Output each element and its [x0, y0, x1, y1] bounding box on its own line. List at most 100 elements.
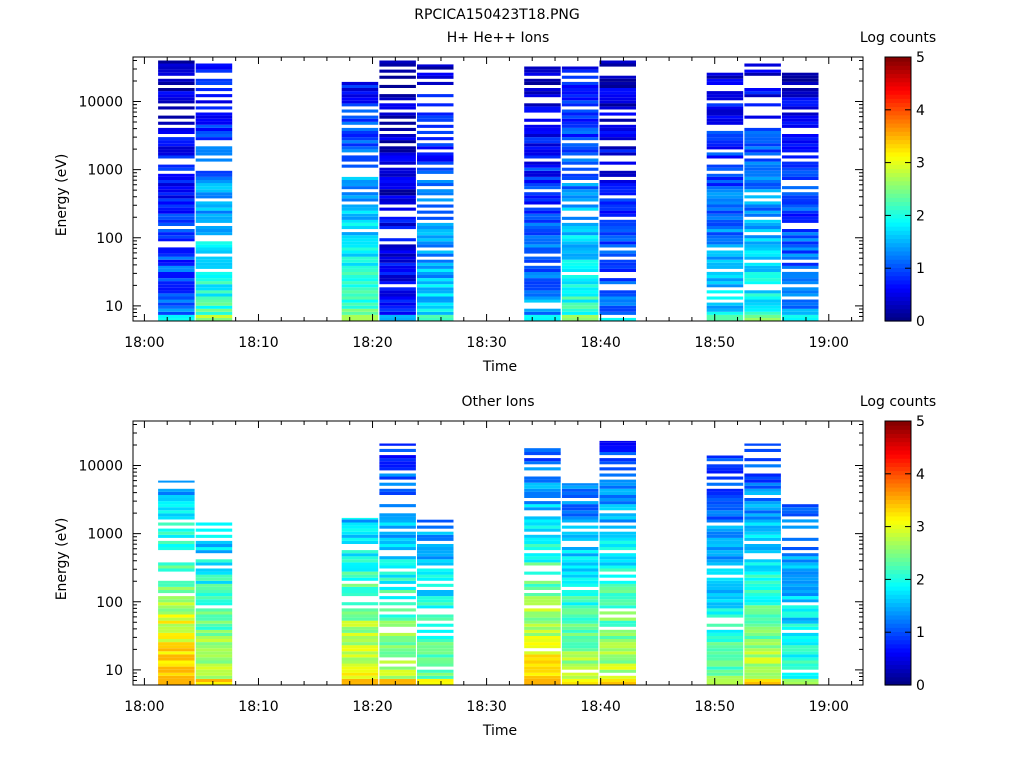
- spectrogram-bin: [744, 262, 781, 266]
- colorbar-segment: [885, 540, 911, 546]
- spectrogram-bin: [744, 608, 781, 612]
- spectrogram-bin: [158, 121, 195, 125]
- spectrogram-bin: [379, 596, 416, 600]
- spectrogram-bin: [158, 501, 195, 505]
- spectrogram-bin: [524, 314, 561, 318]
- spectrogram-bin: [524, 118, 561, 122]
- spectrogram-bin: [599, 675, 636, 679]
- spectrogram-bin: [706, 531, 744, 535]
- spectrogram-bin: [195, 302, 233, 306]
- spectrogram-bin: [524, 519, 561, 523]
- colorbar-segment: [885, 296, 911, 301]
- colorbar-tick-label: 2: [916, 208, 925, 224]
- spectrogram-bin: [706, 143, 744, 147]
- spectrogram-bin: [744, 134, 781, 138]
- spectrogram-bin: [158, 488, 195, 492]
- spectrogram-bin: [561, 109, 599, 113]
- spectrogram-bin: [599, 531, 636, 535]
- spectrogram-bin: [599, 118, 636, 122]
- spectrogram-bin: [744, 510, 781, 514]
- spectrogram-bin: [744, 491, 781, 495]
- spectrogram-bin: [158, 176, 195, 180]
- spectrogram-bin: [341, 302, 379, 306]
- spectrogram-bin: [195, 568, 233, 572]
- spectrogram-bin: [561, 198, 599, 202]
- colorbar-segment: [885, 197, 911, 202]
- spectrogram-bin: [158, 620, 195, 624]
- spectrogram-bin: [744, 161, 781, 165]
- spectrogram-bin: [524, 275, 561, 279]
- spectrogram-column: [706, 72, 744, 321]
- spectrogram-bin: [379, 63, 416, 67]
- spectrogram-bin: [379, 504, 416, 508]
- spectrogram-bin: [379, 115, 416, 119]
- colorbar-segment: [885, 441, 911, 447]
- spectrogram-bin: [341, 681, 379, 685]
- spectrogram-bin: [195, 299, 233, 303]
- spectrogram-bin: [341, 238, 379, 242]
- colorbar-segment: [885, 226, 911, 231]
- spectrogram-bin: [706, 629, 744, 633]
- spectrogram-bin: [341, 287, 379, 291]
- spectrogram-bin: [599, 278, 636, 282]
- colorbar-segment: [885, 147, 911, 153]
- spectrogram-bin: [195, 115, 233, 119]
- spectrogram-bin: [599, 149, 636, 153]
- x-tick-label: 18:50: [695, 335, 735, 351]
- colorbar-segment: [885, 205, 911, 211]
- spectrogram-bin: [158, 580, 195, 584]
- spectrogram-bin: [195, 672, 233, 676]
- colorbar-tick-label: 3: [916, 156, 925, 172]
- spectrogram-bin: [158, 491, 195, 495]
- y-tick-label: 100: [96, 231, 123, 247]
- spectrogram-bin: [195, 127, 233, 131]
- spectrogram-bin: [158, 504, 195, 508]
- spectrogram-bin: [341, 103, 379, 107]
- spectrogram-bin: [195, 639, 233, 643]
- y-tick-label: 10: [105, 299, 123, 315]
- spectrogram-bin: [561, 590, 599, 594]
- spectrogram-bin: [706, 167, 744, 171]
- spectrogram-bin: [417, 657, 454, 661]
- spectrogram-bin: [417, 681, 454, 685]
- spectrogram-bin: [158, 265, 195, 269]
- spectrogram-bin: [706, 180, 744, 184]
- spectrogram-bin: [782, 626, 819, 630]
- spectrogram-bin: [195, 663, 233, 667]
- spectrogram-bin: [158, 137, 195, 141]
- spectrogram-bin: [744, 281, 781, 285]
- spectrogram-bin: [599, 663, 636, 667]
- x-tick-label: 18:20: [352, 335, 392, 351]
- spectrogram-bin: [706, 271, 744, 275]
- spectrogram-bin: [599, 494, 636, 498]
- spectrogram-bin: [744, 253, 781, 257]
- spectrogram-bin: [195, 614, 233, 618]
- spectrogram-bin: [706, 118, 744, 122]
- spectrogram-bin: [599, 458, 636, 462]
- spectrogram-bin: [599, 651, 636, 655]
- spectrogram-bin: [706, 204, 744, 208]
- spectrogram-bin: [195, 226, 233, 230]
- spectrogram-bin: [599, 507, 636, 511]
- colorbar-segment: [885, 156, 911, 161]
- spectrogram-bin: [524, 562, 561, 566]
- spectrogram-bin: [561, 623, 599, 627]
- spectrogram-bin: [561, 250, 599, 254]
- spectrogram-bin: [561, 69, 599, 73]
- spectrogram-bin: [706, 657, 744, 661]
- spectrogram-bin: [782, 510, 819, 514]
- spectrogram-bin: [561, 611, 599, 615]
- spectrogram-bin: [706, 290, 744, 294]
- spectrogram-bin: [379, 467, 416, 471]
- spectrogram-bin: [599, 81, 636, 85]
- spectrogram-bin: [706, 669, 744, 673]
- spectrogram-bin: [417, 317, 454, 321]
- spectrogram-bin: [561, 75, 599, 79]
- spectrogram-bin: [561, 596, 599, 600]
- spectrogram-bin: [744, 611, 781, 615]
- spectrogram-bin: [341, 204, 379, 208]
- spectrogram-bin: [524, 207, 561, 211]
- spectrogram-bin: [561, 550, 599, 554]
- spectrogram-bin: [706, 593, 744, 597]
